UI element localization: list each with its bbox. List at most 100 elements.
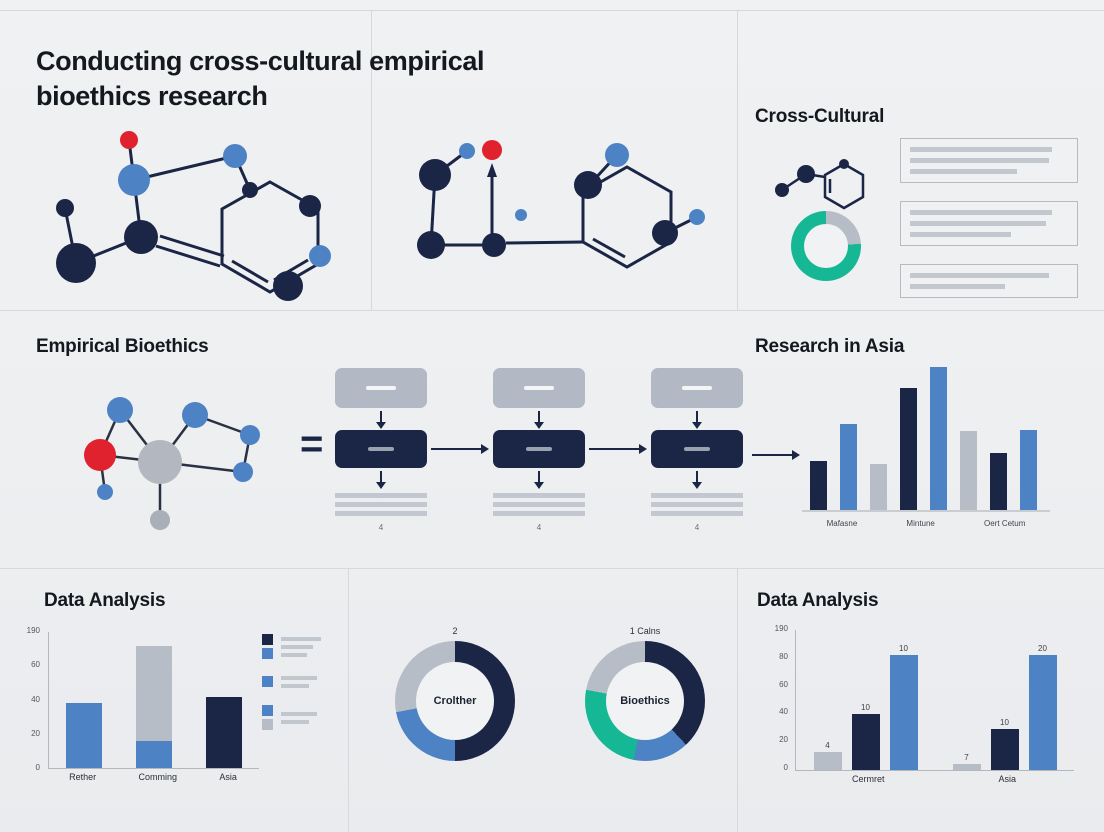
text-card xyxy=(900,201,1078,246)
x-axis-label: Asia xyxy=(219,772,237,782)
bar-value-label: 20 xyxy=(1038,644,1047,654)
flow-box-top xyxy=(651,368,743,408)
bar-stack xyxy=(136,632,172,768)
text-line xyxy=(910,158,1050,163)
donut-center-label: Crolther xyxy=(433,695,477,707)
legend-text-line xyxy=(281,676,317,680)
legend-chips xyxy=(262,676,273,688)
bar xyxy=(840,424,857,510)
bl-bar-chart xyxy=(48,632,259,769)
axis-tick-label: 20 xyxy=(31,728,40,738)
legend-chip xyxy=(262,705,273,716)
axis-tick-label: 190 xyxy=(774,624,788,633)
bar xyxy=(960,431,977,510)
donut-hole: Bioethics xyxy=(606,662,684,740)
divider xyxy=(0,310,1104,311)
bar xyxy=(813,751,842,770)
text-lines xyxy=(493,493,585,516)
data-analysis-right-heading: Data Analysis xyxy=(757,590,879,611)
text-line xyxy=(910,284,1005,289)
axis-tick-label: 0 xyxy=(35,763,40,772)
bl-legend xyxy=(262,634,321,730)
flow-box-top xyxy=(493,368,585,408)
arrow-right-icon xyxy=(752,450,800,460)
bar-stack xyxy=(66,632,102,768)
bar xyxy=(870,464,887,510)
legend-chip xyxy=(262,648,273,659)
axis-tick-label: 0 xyxy=(783,762,788,772)
donut-top-label: 1 Calns xyxy=(629,626,661,636)
bl-x-labels: Rether Comming Asia xyxy=(48,772,258,782)
divider xyxy=(0,10,1104,11)
cc-cards xyxy=(900,138,1078,298)
text-lines xyxy=(651,493,743,516)
text-line xyxy=(493,511,585,516)
legend-entry xyxy=(262,705,321,730)
x-axis-label: Comming xyxy=(138,772,177,782)
text-line xyxy=(335,502,427,507)
legend-entry xyxy=(262,634,321,659)
dash xyxy=(682,386,712,390)
bar xyxy=(990,452,1007,510)
bar xyxy=(930,367,947,510)
flow-box-main xyxy=(651,430,743,468)
br-x-labels: Cermret Asia xyxy=(795,774,1073,784)
axis-tick-label: 60 xyxy=(779,679,788,689)
legend-text-line xyxy=(281,719,309,724)
bar xyxy=(889,655,918,770)
legend-chips xyxy=(262,634,273,659)
flow-columns: 4 4 4 xyxy=(335,368,743,532)
donut-top-label: 2 xyxy=(452,626,458,636)
cc-donut-ring xyxy=(791,211,861,281)
arrow-down-icon xyxy=(534,471,544,489)
arrow-up-icon xyxy=(487,163,497,177)
donut-ring: Bioethics xyxy=(585,641,705,761)
arrow-right-icon xyxy=(589,444,647,454)
text-line xyxy=(651,493,743,498)
legend-chip xyxy=(262,676,273,687)
x-axis-label: Asia xyxy=(998,774,1016,784)
bar-value-label: 4 xyxy=(825,740,830,750)
legend-lines xyxy=(281,634,321,659)
flow-column: 4 xyxy=(493,368,585,532)
bar xyxy=(900,388,917,510)
cross-cultural-heading: Cross-Cultural xyxy=(755,106,885,127)
arrow-down-icon xyxy=(376,471,386,489)
labeled-bar: 10 xyxy=(851,630,880,770)
bar-group: 7 10 20 xyxy=(952,630,1057,770)
axis-tick-label: 40 xyxy=(779,707,788,717)
donut-center-label: Bioethics xyxy=(620,695,670,707)
text-line xyxy=(651,511,743,516)
arrow-down-icon xyxy=(692,411,702,429)
x-axis-label: Rether xyxy=(69,772,97,782)
bar xyxy=(810,461,827,510)
legend-text-line xyxy=(281,652,307,657)
text-card xyxy=(900,264,1078,298)
data-analysis-left-heading: Data Analysis xyxy=(44,590,166,611)
legend-chips xyxy=(262,705,273,730)
asia-x-labels: Mafasne Mintune Oert Cetum xyxy=(802,519,1050,528)
text-line xyxy=(910,210,1053,215)
flow-caption: 4 xyxy=(536,523,542,532)
dash xyxy=(368,447,394,451)
bar-value-label: 10 xyxy=(1000,718,1009,728)
divider xyxy=(737,10,738,310)
text-line xyxy=(910,169,1018,174)
donut-hole xyxy=(804,224,848,268)
legend-text-line xyxy=(281,644,313,649)
dash xyxy=(524,386,554,390)
donut-hole: Crolther xyxy=(416,662,494,740)
text-line xyxy=(651,502,743,507)
network-diagram xyxy=(84,397,260,530)
axis-tick-label: 190 xyxy=(26,626,40,635)
molecule-diagram-2 xyxy=(417,140,705,269)
labeled-bar: 7 xyxy=(952,630,981,770)
flow-box-top xyxy=(335,368,427,408)
text-line xyxy=(493,493,585,498)
bar-value-label: 10 xyxy=(861,703,870,712)
x-axis-label: Cermret xyxy=(851,774,885,784)
equals-sign: = xyxy=(300,422,324,466)
legend-lines xyxy=(281,676,317,688)
empirical-heading: Empirical Bioethics xyxy=(36,336,209,357)
